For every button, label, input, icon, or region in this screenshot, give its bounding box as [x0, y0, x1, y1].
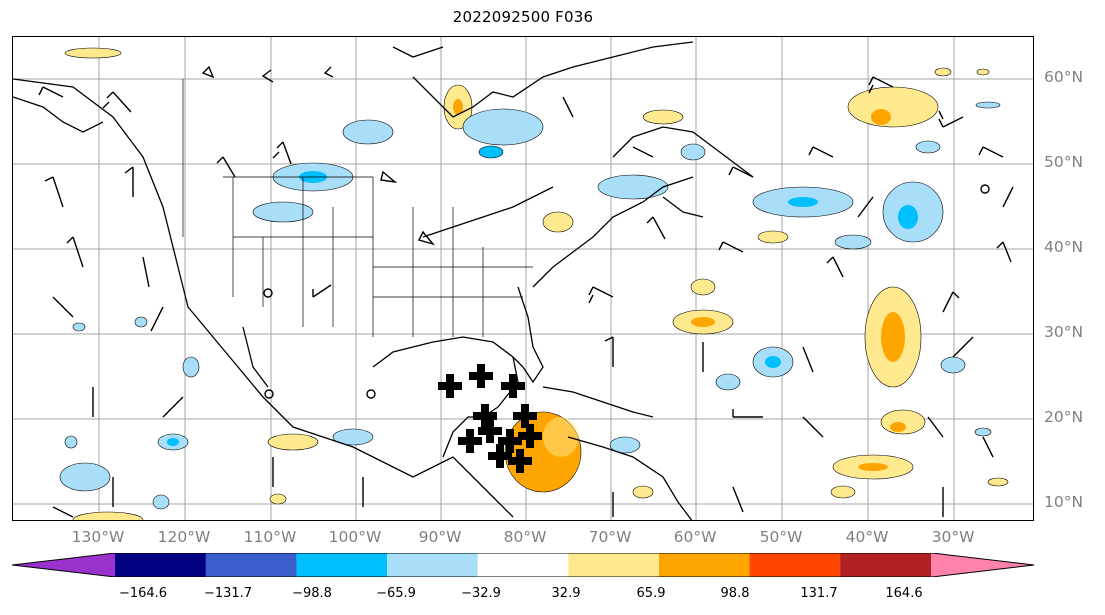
- colorbar-segment: [568, 553, 660, 577]
- map-panel: [12, 36, 1034, 521]
- lon-label-30w: 30°W: [931, 528, 975, 546]
- colorbar-tick: 164.6: [885, 586, 923, 601]
- colorbar-tick: −164.6: [118, 586, 168, 601]
- colorbar: [12, 553, 1035, 577]
- colorbar-extend-low: [12, 553, 115, 577]
- lat-label-30n: 30°N: [1044, 323, 1084, 341]
- colorbar-segment: [115, 553, 207, 577]
- colorbar-segment: [296, 553, 388, 577]
- storm-markers: [438, 364, 542, 473]
- coastlines: [13, 41, 754, 520]
- lon-label-130w: 130°W: [71, 528, 125, 546]
- lat-label-50n: 50°N: [1044, 153, 1084, 171]
- colorbar-tick: 65.9: [636, 586, 666, 601]
- lat-label-10n: 10°N: [1044, 493, 1084, 511]
- colorbar-tick: 32.9: [551, 586, 581, 601]
- colorbar-segment: [387, 553, 479, 577]
- lat-label-40n: 40°N: [1044, 238, 1084, 256]
- map-title: 2022092500 F036: [452, 8, 594, 26]
- colorbar-extend-high: [931, 553, 1034, 577]
- field-contours: [59, 47, 1009, 520]
- colorbar-tick: −65.9: [376, 586, 416, 601]
- colorbar-tick: −131.7: [203, 586, 253, 601]
- colorbar-segment: [749, 553, 841, 577]
- colorbar-tick: 131.7: [800, 586, 838, 601]
- lon-label-50w: 50°W: [759, 528, 803, 546]
- colorbar-segment: [205, 553, 297, 577]
- map-canvas: [13, 37, 1033, 520]
- wind-barbs: [38, 65, 1014, 518]
- lon-label-60w: 60°W: [673, 528, 717, 546]
- colorbar-segment: [659, 553, 751, 577]
- lat-label-60n: 60°N: [1044, 68, 1084, 86]
- colorbar-tick: −32.9: [461, 586, 501, 601]
- lon-label-100w: 100°W: [328, 528, 382, 546]
- colorbar-tick: 98.8: [720, 586, 750, 601]
- lon-label-110w: 110°W: [243, 528, 297, 546]
- lon-label-80w: 80°W: [503, 528, 547, 546]
- lon-label-120w: 120°W: [157, 528, 211, 546]
- colorbar-segment: [840, 553, 932, 577]
- lon-label-70w: 70°W: [588, 528, 632, 546]
- calm-markers: [263, 184, 990, 399]
- lat-label-20n: 20°N: [1044, 408, 1084, 426]
- lon-label-40w: 40°W: [845, 528, 889, 546]
- colorbar-segment: [477, 553, 569, 577]
- colorbar-tick: −98.8: [292, 586, 332, 601]
- state-borders: [182, 79, 533, 337]
- lon-label-90w: 90°W: [418, 528, 462, 546]
